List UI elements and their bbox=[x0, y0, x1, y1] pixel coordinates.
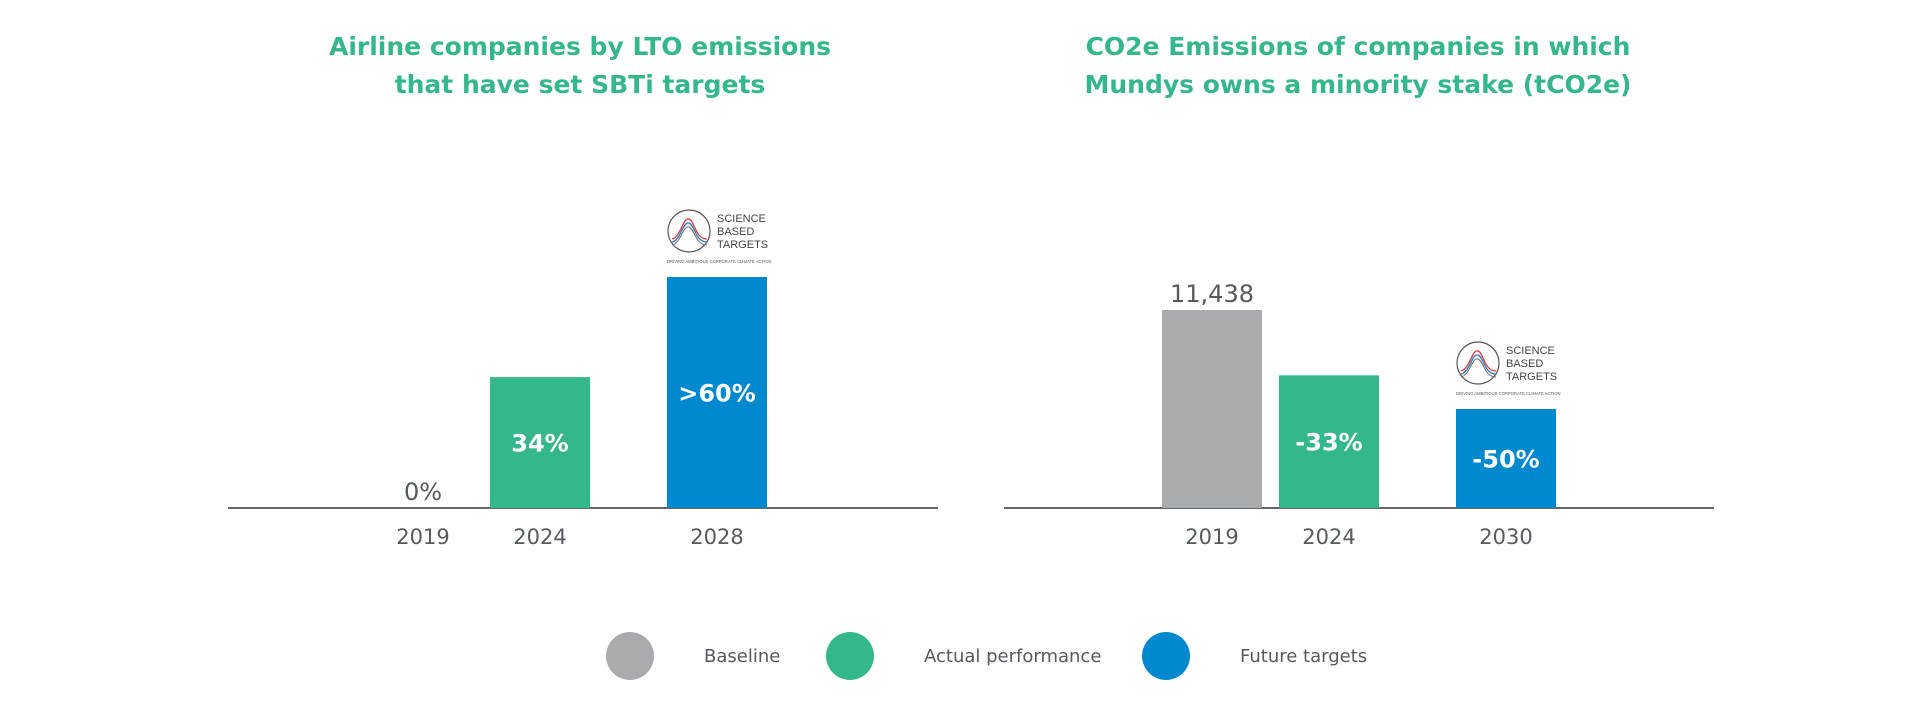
sbt-logo-text: BASED bbox=[1506, 358, 1543, 370]
sbt-logo-curve-icon bbox=[1460, 358, 1497, 378]
chart-title-line: Mundys owns a minority stake (tCO2e) bbox=[1084, 70, 1632, 99]
x-tick-label: 2028 bbox=[690, 525, 743, 549]
x-tick-label: 2019 bbox=[396, 525, 449, 549]
sbt-logo-tagline: DRIVING AMBITIOUS CORPORATE CLIMATE ACTI… bbox=[667, 259, 772, 264]
bar bbox=[1279, 375, 1379, 508]
legend-item-future: Future targets bbox=[1142, 632, 1367, 680]
sbt-logo-text: SCIENCE bbox=[717, 213, 766, 225]
bar bbox=[490, 377, 590, 508]
legend-swatch-actual bbox=[826, 632, 874, 680]
sbt-logo-circle-icon bbox=[1456, 341, 1500, 385]
bar bbox=[1162, 310, 1262, 508]
bar-chart-1: 0% 2019 34% 2024 >60% 2028 bbox=[228, 277, 938, 549]
legend-swatch-baseline bbox=[606, 632, 654, 680]
legend-label: Actual performance bbox=[924, 645, 1102, 667]
sbt-logo-curve-icon bbox=[1460, 354, 1497, 375]
x-tick-label: 2024 bbox=[1302, 525, 1355, 549]
chart-title-line: CO2e Emissions of companies in which bbox=[1085, 32, 1631, 61]
legend-label: Future targets bbox=[1240, 645, 1368, 667]
data-label: 0% bbox=[404, 478, 442, 506]
sbt-logo-text: TARGETS bbox=[1506, 371, 1557, 383]
sbt-logo-tagline: DRIVING AMBITIOUS CORPORATE CLIMATE ACTI… bbox=[1456, 391, 1561, 396]
sbt-logo-curve-icon bbox=[671, 218, 708, 240]
sbt-logo-text: TARGETS bbox=[717, 239, 768, 251]
data-label: >60% bbox=[678, 380, 756, 408]
bar bbox=[1456, 409, 1556, 508]
sbt-logo-curve-icon bbox=[671, 222, 708, 243]
x-tick-label: 2030 bbox=[1479, 525, 1532, 549]
x-tick-label: 2019 bbox=[1185, 525, 1238, 549]
legend: Baseline Actual performance Future targe… bbox=[0, 632, 1930, 682]
legend-swatch-future bbox=[1142, 632, 1190, 680]
bar bbox=[667, 277, 767, 508]
data-label: 11,438 bbox=[1170, 280, 1254, 308]
bar-chart-2: 11,438 2019 -33% 2024 -50% 2030 bbox=[1004, 280, 1714, 549]
sbt-logo-curve-icon bbox=[671, 226, 708, 246]
chart-title-emissions: CO2e Emissions of companies in which Mun… bbox=[1008, 28, 1708, 104]
legend-item-actual: Actual performance bbox=[826, 632, 1101, 680]
sbt-logo-circle-icon bbox=[667, 209, 711, 253]
data-label: 34% bbox=[511, 430, 568, 458]
data-label: -33% bbox=[1295, 429, 1362, 457]
chart-title-airline: Airline companies by LTO emissions that … bbox=[230, 28, 930, 104]
data-label: -50% bbox=[1472, 446, 1539, 474]
x-tick-label: 2024 bbox=[513, 525, 566, 549]
sbt-logo-text: SCIENCE bbox=[1506, 345, 1555, 357]
chart-title-line: Airline companies by LTO emissions bbox=[328, 32, 831, 61]
sbt-logo-text: BASED bbox=[717, 226, 754, 238]
sbt-logo-curve-icon bbox=[1460, 350, 1497, 372]
legend-label: Baseline bbox=[704, 645, 781, 667]
chart-title-line: that have set SBTi targets bbox=[394, 70, 766, 99]
legend-item-baseline: Baseline bbox=[606, 632, 780, 680]
